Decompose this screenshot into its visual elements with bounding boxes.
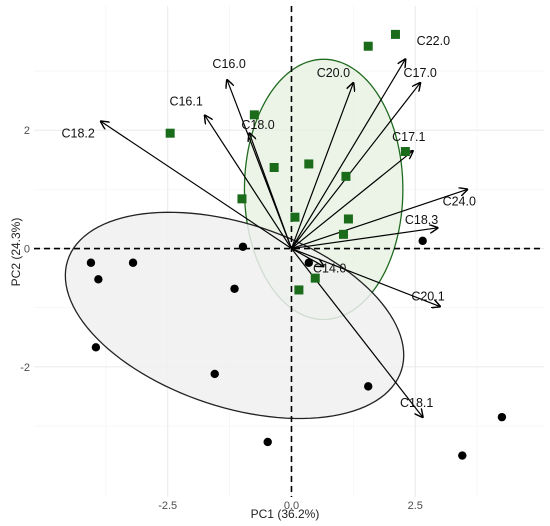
point-square bbox=[304, 159, 314, 169]
point-circle bbox=[497, 412, 507, 422]
point-circle bbox=[458, 451, 467, 460]
point-square bbox=[165, 128, 175, 138]
vector-label: C18.3 bbox=[405, 213, 438, 227]
vector-label: C20.1 bbox=[411, 290, 444, 304]
point-square bbox=[237, 194, 247, 204]
vector-label: C18.0 bbox=[241, 118, 274, 132]
loading-vector-C17.1 bbox=[291, 151, 412, 250]
point-circle bbox=[210, 369, 219, 379]
point-square bbox=[400, 147, 410, 157]
point-square bbox=[249, 110, 259, 120]
loading-vector-C20.1 bbox=[291, 247, 440, 307]
point-square bbox=[294, 285, 304, 295]
point-circle bbox=[263, 437, 272, 447]
y-axis-title: PC2 (24.3%) bbox=[9, 218, 23, 287]
vector-label: C18.1 bbox=[400, 396, 433, 410]
loading-vectors: C16.0 C16.1 C18.0 C18.2 C20.0 C22.0 C17.0 C17.1… bbox=[61, 34, 476, 417]
axes: PC1 (36.2%) PC2 (24.3%) -2.5 0.0 2.5 -2 0 2 bbox=[9, 125, 423, 521]
point-square bbox=[343, 214, 353, 224]
point-circle bbox=[364, 382, 373, 391]
point-square bbox=[338, 229, 348, 239]
vector-label: C17.1 bbox=[392, 130, 425, 144]
loading-vector-C16.1 bbox=[205, 115, 292, 249]
vector-label: C16.0 bbox=[212, 57, 245, 71]
score-points bbox=[86, 29, 507, 460]
point-square bbox=[269, 162, 279, 172]
vector-label: C16.1 bbox=[169, 94, 202, 108]
vector-label: C17.0 bbox=[404, 66, 437, 80]
loading-vector-C17.0 bbox=[291, 83, 420, 249]
point-circle bbox=[94, 275, 103, 284]
vector-label: C14.0 bbox=[313, 261, 346, 275]
reference-lines bbox=[34, 6, 544, 497]
x-axis-title: PC1 (36.2%) bbox=[251, 507, 320, 521]
point-circle bbox=[128, 258, 138, 267]
point-circle bbox=[230, 284, 239, 293]
point-square bbox=[390, 29, 400, 39]
y-tick-label: 0 bbox=[24, 244, 30, 256]
point-square bbox=[341, 171, 351, 181]
point-square bbox=[290, 212, 300, 222]
x-tick-label: -2.5 bbox=[158, 500, 177, 512]
point-circle bbox=[91, 343, 101, 352]
point-circle bbox=[86, 258, 96, 267]
loading-vector-C24.0 bbox=[291, 189, 467, 250]
loading-vector-C18.2 bbox=[101, 121, 292, 250]
loading-vector-C18.3 bbox=[291, 228, 437, 250]
point-square bbox=[310, 273, 320, 283]
loading-vector-C14.0 bbox=[291, 248, 323, 267]
point-circle bbox=[304, 258, 314, 267]
loading-vector-C22.0 bbox=[290, 59, 405, 249]
y-tick-label: 2 bbox=[24, 125, 30, 137]
vector-label: C22.0 bbox=[417, 34, 450, 48]
vector-label: C24.0 bbox=[443, 194, 476, 208]
vector-label: C20.0 bbox=[317, 66, 350, 80]
point-square bbox=[363, 41, 373, 51]
x-tick-label: 0.0 bbox=[284, 500, 299, 512]
vector-label: C18.2 bbox=[61, 126, 94, 140]
point-circle bbox=[418, 236, 427, 246]
x-tick-label: 2.5 bbox=[408, 500, 423, 512]
point-circle bbox=[238, 242, 248, 251]
y-tick-label: -2 bbox=[20, 362, 30, 374]
loading-vector-C18.0 bbox=[249, 133, 293, 249]
loading-vector-C20.0 bbox=[290, 83, 353, 249]
